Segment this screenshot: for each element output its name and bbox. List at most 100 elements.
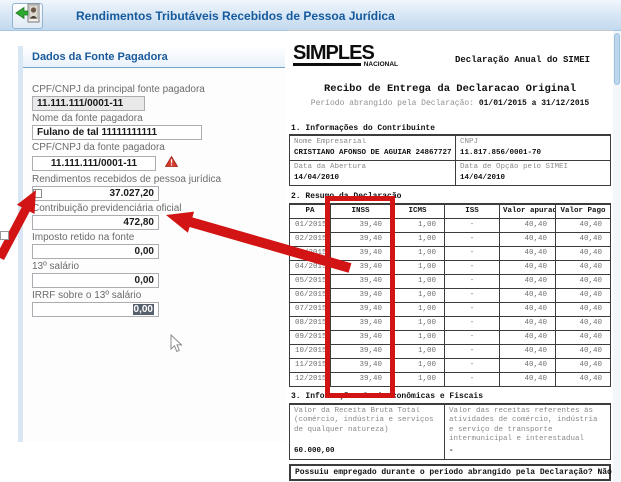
cell-valor-apurado: 40,40 — [499, 371, 556, 387]
cell-icms: 1,00 — [390, 329, 445, 345]
cell-valor-pago: 40,40 — [555, 287, 611, 303]
cell-iss: - — [444, 231, 500, 247]
irrf13-label: IRRF sobre o 13º salário — [32, 290, 142, 301]
abertura-label: Data da Abertura — [294, 163, 367, 171]
resumo-body: 01/2015 39,40 1,00 - 40,40 40,40 02/2015… — [289, 217, 611, 387]
cell-iss: - — [444, 315, 500, 331]
cell-iss: - — [444, 357, 500, 373]
nome-empresarial-value: CRISTIANO AFONSO DE AGUIAR 24867727822 — [294, 149, 451, 157]
opcao-simei-value: 14/04/2010 — [460, 174, 506, 182]
cell-icms: 1,00 — [390, 357, 445, 373]
resumo-column-header: Valor Pago — [555, 203, 611, 219]
cell-valor-apurado: 40,40 — [499, 301, 556, 317]
contribuinte-table: Nome Empresarial CRISTIANO AFONSO DE AGU… — [289, 134, 611, 186]
cell-valor-apurado: 40,40 — [499, 315, 556, 331]
nome-empresarial-label: Nome Empresarial — [294, 138, 367, 146]
resumo-row: 08/2015 39,40 1,00 - 40,40 40,40 — [289, 315, 611, 331]
resumo-column-header: Valor apurado — [499, 203, 556, 219]
cell-iss: - — [444, 371, 500, 387]
form-body: CPF/CNPJ da principal fonte pagadora 11.… — [23, 68, 285, 317]
cell-iss: - — [444, 343, 500, 359]
doc-title: Recibo de Entrega da Declaracao Original — [323, 83, 577, 95]
cell-iss: - — [444, 301, 500, 317]
form-panel: Dados da Fonte Pagadora CPF/CNPJ da prin… — [18, 46, 285, 442]
cell-valor-pago: 40,40 — [555, 343, 611, 359]
cnpj-label: CNPJ — [460, 138, 479, 146]
logo-subtext: NACIONAL — [363, 61, 398, 68]
nome-fonte-field[interactable]: Fulano de tal 11111111111 — [32, 125, 202, 140]
cell-icms: 1,00 — [390, 371, 445, 387]
vertical-scrollbar[interactable] — [613, 31, 621, 482]
logo-bar — [293, 63, 361, 66]
opcao-simei-label: Data de Opção pelo SIMEI — [460, 163, 569, 171]
cell-valor-pago: 40,40 — [555, 245, 611, 261]
cell-icms: 1,00 — [390, 231, 445, 247]
rendimentos-field[interactable]: 37.027,20 — [32, 186, 159, 201]
irrf13-selected-value: 0,00 — [132, 304, 154, 315]
salario13-label: 13º salário — [32, 261, 80, 272]
cell-icms: 1,00 — [390, 273, 445, 289]
cell-icms: 1,00 — [390, 287, 445, 303]
principal-cnpj-field[interactable]: 11.111.111/0001-11 — [32, 96, 145, 111]
warning-icon — [164, 154, 179, 172]
cell-valor-apurado: 40,40 — [499, 273, 556, 289]
panel-title: Dados da Fonte Pagadora — [23, 46, 285, 68]
socio-table: Valor da Receita Bruta Total (comércio, … — [289, 402, 611, 460]
cell-iss: - — [444, 329, 500, 345]
cell-valor-pago: 40,40 — [555, 217, 611, 233]
cell-valor-pago: 40,40 — [555, 315, 611, 331]
salario13-field[interactable]: 0,00 — [32, 273, 159, 288]
cell-valor-apurado: 40,40 — [499, 357, 556, 373]
imposto-retido-field[interactable]: 0,00 — [32, 244, 159, 259]
cell-valor-pago: 40,40 — [555, 371, 611, 387]
cell-valor-pago: 40,40 — [555, 329, 611, 345]
inss-column-highlight-box — [325, 196, 395, 398]
cnpj-fonte-label: CPF/CNPJ da fonte pagadora — [32, 142, 165, 153]
scrollbar-thumb[interactable] — [614, 33, 620, 85]
irrf13-field[interactable]: 0,00 — [32, 302, 159, 317]
section-contribuinte: 1. Informações do Contribuinte — [291, 124, 436, 133]
cell-icms: 1,00 — [390, 259, 445, 275]
receitas-transporte-label: Valor das receitas referentes às ativida… — [449, 406, 598, 444]
cell-pa: 12/2015 — [289, 371, 331, 387]
doc-period-value: 01/01/2015 a 31/12/2015 — [478, 99, 590, 108]
cell-iss: - — [444, 287, 500, 303]
app-header: Rendimentos Tributáveis Recebidos de Pes… — [0, 0, 621, 31]
cell-valor-apurado: 40,40 — [499, 245, 556, 261]
cell-iss: - — [444, 245, 500, 261]
cell-valor-pago: 40,40 — [555, 259, 611, 275]
doc-period: Período abrangido pela Declaração: 01/01… — [287, 99, 613, 108]
resumo-row: 12/2015 39,40 1,00 - 40,40 40,40 — [289, 371, 611, 387]
contribuicao-field[interactable]: 472,80 — [32, 215, 159, 230]
cell-icms: 1,00 — [390, 301, 445, 317]
principal-cnpj-label: CPF/CNPJ da principal fonte pagadora — [32, 84, 205, 95]
rendimentos-label: Rendimentos recebidos de pessoa jurídica — [32, 174, 221, 185]
cell-valor-apurado: 40,40 — [499, 231, 556, 247]
cell-valor-apurado: 40,40 — [499, 287, 556, 303]
cnpj-fonte-field[interactable]: 11.111.111/0001-11 — [32, 155, 156, 171]
cell-icms: 1,00 — [390, 217, 445, 233]
back-button[interactable] — [12, 3, 43, 29]
nome-fonte-label: Nome da fonte pagadora — [32, 113, 143, 124]
logo-text: SIMPLES — [293, 42, 375, 64]
cell-valor-pago: 40,40 — [555, 273, 611, 289]
cell-icms: 1,00 — [390, 343, 445, 359]
receita-bruta-label: Valor da Receita Bruta Total (comércio, … — [294, 406, 434, 434]
edge-checkbox — [0, 231, 9, 240]
cell-valor-apurado: 40,40 — [499, 217, 556, 233]
cell-valor-apurado: 40,40 — [499, 343, 556, 359]
doc-period-label: Período abrangido pela Declaração: — [310, 99, 474, 108]
rendimentos-checkbox[interactable] — [33, 189, 42, 198]
cell-valor-pago: 40,40 — [555, 301, 611, 317]
empregado-row: Possuiu empregado durante o periodo abra… — [289, 463, 612, 481]
cnpj-value: 11.817.856/0001-70 — [460, 149, 542, 157]
cell-icms: 1,00 — [390, 245, 445, 261]
simples-nacional-logo: SIMPLES NACIONAL — [293, 43, 398, 68]
resumo-column-header: ICMS — [390, 203, 445, 219]
receitas-transporte-value: - — [449, 446, 454, 455]
contribuicao-label: Contribuição previdenciária oficial — [32, 203, 182, 214]
resumo-row: 09/2015 39,40 1,00 - 40,40 40,40 — [289, 329, 611, 345]
cell-iss: - — [444, 217, 500, 233]
cell-iss: - — [444, 273, 500, 289]
